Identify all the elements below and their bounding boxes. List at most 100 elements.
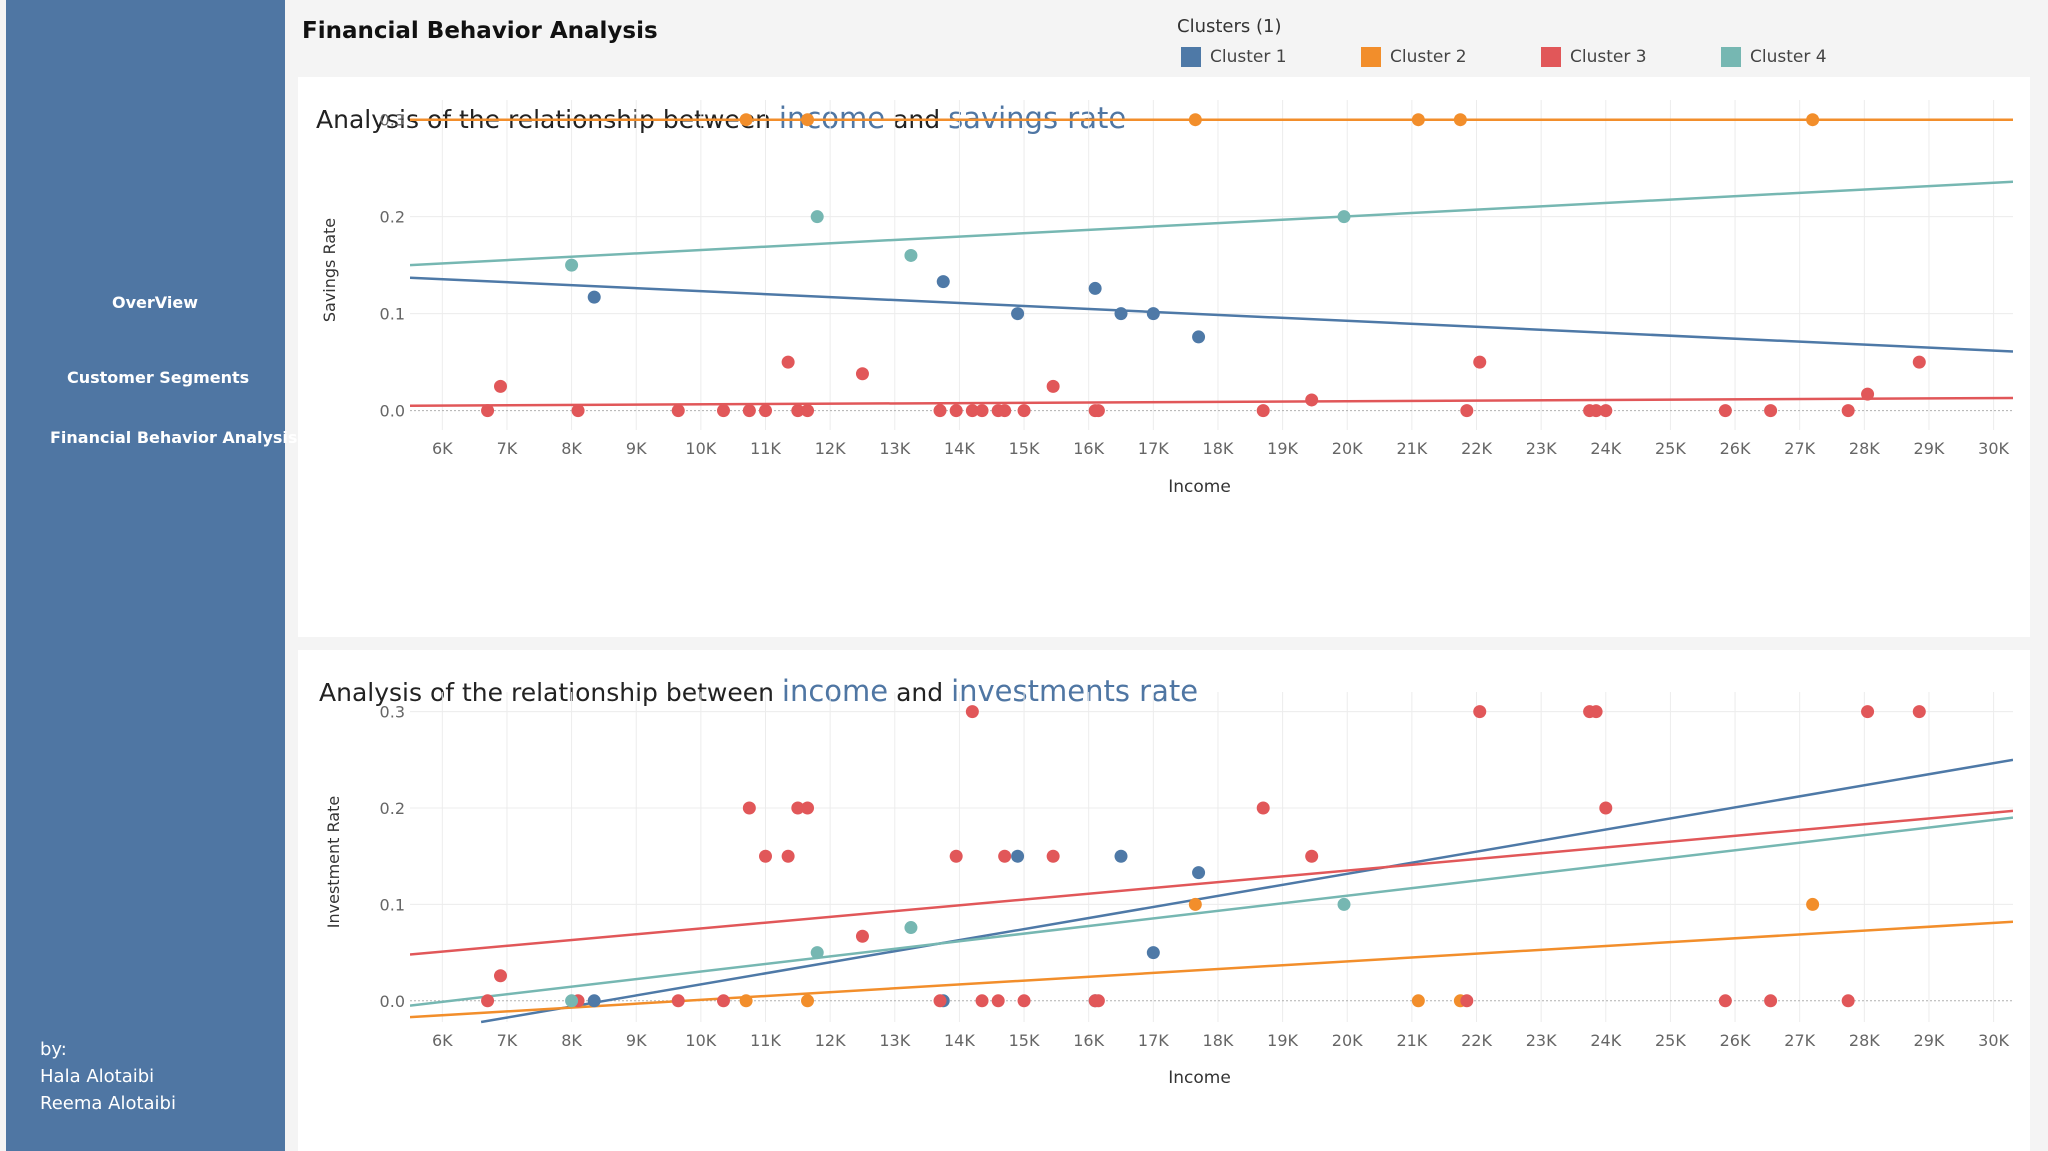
nav-item-overview[interactable]: OverView xyxy=(112,293,198,312)
investment-point-cluster-3[interactable] xyxy=(949,849,963,863)
investment-point-cluster-3[interactable] xyxy=(1017,994,1031,1008)
investment-point-cluster-3[interactable] xyxy=(933,994,947,1008)
investment-point-cluster-2[interactable] xyxy=(1188,897,1202,911)
savings-point-cluster-3[interactable] xyxy=(1473,355,1487,369)
savings-point-cluster-2[interactable] xyxy=(1806,113,1820,127)
investment-point-cluster-1[interactable] xyxy=(1114,849,1128,863)
investment-point-cluster-3[interactable] xyxy=(742,801,756,815)
savings-point-cluster-3[interactable] xyxy=(791,404,805,418)
investment-point-cluster-3[interactable] xyxy=(759,849,773,863)
savings-point-cluster-4[interactable] xyxy=(810,210,824,224)
nav-item-customer-segments[interactable]: Customer Segments xyxy=(67,368,250,387)
nav-item-financial-behavior-analysis[interactable]: Financial Behavior Analysis xyxy=(50,428,298,447)
savings-point-cluster-3[interactable] xyxy=(1912,355,1926,369)
savings-point-cluster-3[interactable] xyxy=(949,404,963,418)
savings-point-cluster-3[interactable] xyxy=(1599,404,1613,418)
savings-point-cluster-3[interactable] xyxy=(1861,387,1875,401)
savings-point-cluster-1[interactable] xyxy=(1192,330,1206,344)
savings-point-cluster-3[interactable] xyxy=(801,404,815,418)
savings-point-cluster-1[interactable] xyxy=(1114,307,1128,321)
investment-point-cluster-3[interactable] xyxy=(716,994,730,1008)
savings-point-cluster-3[interactable] xyxy=(781,355,795,369)
investment-point-cluster-3[interactable] xyxy=(671,994,685,1008)
legend-item-cluster-1[interactable]: Cluster 1 xyxy=(1181,47,1287,67)
investment-point-cluster-3[interactable] xyxy=(791,801,805,815)
savings-point-cluster-3[interactable] xyxy=(975,404,989,418)
savings-point-cluster-1[interactable] xyxy=(1011,307,1025,321)
investment-point-cluster-1[interactable] xyxy=(1192,866,1206,880)
investment-point-cluster-3[interactable] xyxy=(1305,849,1319,863)
investment-x-tick-label: 13K xyxy=(879,1031,910,1050)
investment-point-cluster-3[interactable] xyxy=(1861,705,1875,719)
investment-point-cluster-3[interactable] xyxy=(1091,994,1105,1008)
investment-point-cluster-4[interactable] xyxy=(810,946,824,960)
investment-point-cluster-2[interactable] xyxy=(739,994,753,1008)
legend-item-cluster-4[interactable]: Cluster 4 xyxy=(1721,47,1827,67)
savings-point-cluster-2[interactable] xyxy=(801,113,815,127)
investment-point-cluster-2[interactable] xyxy=(801,994,815,1008)
investment-point-cluster-3[interactable] xyxy=(493,969,507,983)
savings-point-cluster-3[interactable] xyxy=(716,404,730,418)
legend-item-cluster-3[interactable]: Cluster 3 xyxy=(1541,47,1647,67)
investment-point-cluster-3[interactable] xyxy=(1473,705,1487,719)
investment-point-cluster-2[interactable] xyxy=(1806,897,1820,911)
investment-point-cluster-3[interactable] xyxy=(1256,801,1270,815)
investment-point-cluster-4[interactable] xyxy=(565,994,579,1008)
savings-point-cluster-3[interactable] xyxy=(742,404,756,418)
legend-item-cluster-2[interactable]: Cluster 2 xyxy=(1361,47,1467,67)
investment-point-cluster-3[interactable] xyxy=(481,994,495,1008)
savings-point-cluster-3[interactable] xyxy=(1017,404,1031,418)
savings-point-cluster-2[interactable] xyxy=(1411,113,1425,127)
investment-rate-panel: Analysis of the relationship between inc… xyxy=(298,650,2030,1151)
investment-point-cluster-3[interactable] xyxy=(965,705,979,719)
savings-point-cluster-3[interactable] xyxy=(855,367,869,381)
savings-point-cluster-3[interactable] xyxy=(1460,404,1474,418)
investment-point-cluster-3[interactable] xyxy=(991,994,1005,1008)
investment-point-cluster-3[interactable] xyxy=(1764,994,1778,1008)
investment-point-cluster-3[interactable] xyxy=(1599,801,1613,815)
investment-point-cluster-3[interactable] xyxy=(1046,849,1060,863)
investment-point-cluster-4[interactable] xyxy=(1337,897,1351,911)
savings-point-cluster-3[interactable] xyxy=(1764,404,1778,418)
investment-point-cluster-1[interactable] xyxy=(1011,849,1025,863)
savings-point-cluster-3[interactable] xyxy=(1718,404,1732,418)
investment-point-cluster-1[interactable] xyxy=(1146,946,1160,960)
savings-point-cluster-3[interactable] xyxy=(1589,404,1603,418)
savings-point-cluster-2[interactable] xyxy=(739,113,753,127)
savings-point-cluster-3[interactable] xyxy=(933,404,947,418)
investment-point-cluster-2[interactable] xyxy=(1411,994,1425,1008)
savings-point-cluster-4[interactable] xyxy=(565,258,579,272)
savings-point-cluster-1[interactable] xyxy=(587,290,601,304)
investment-point-cluster-3[interactable] xyxy=(1589,705,1603,719)
investment-point-cluster-3[interactable] xyxy=(1841,994,1855,1008)
savings-point-cluster-3[interactable] xyxy=(1305,393,1319,407)
savings-point-cluster-1[interactable] xyxy=(1146,307,1160,321)
savings-point-cluster-3[interactable] xyxy=(481,404,495,418)
investment-point-cluster-4[interactable] xyxy=(904,921,918,935)
savings-point-cluster-3[interactable] xyxy=(1841,404,1855,418)
savings-point-cluster-3[interactable] xyxy=(759,404,773,418)
savings-point-cluster-3[interactable] xyxy=(1091,404,1105,418)
investment-point-cluster-3[interactable] xyxy=(975,994,989,1008)
savings-point-cluster-2[interactable] xyxy=(1453,113,1467,127)
investment-point-cluster-3[interactable] xyxy=(998,849,1012,863)
investment-point-cluster-3[interactable] xyxy=(781,849,795,863)
savings-point-cluster-4[interactable] xyxy=(1337,210,1351,224)
savings-point-cluster-3[interactable] xyxy=(998,404,1012,418)
savings-point-cluster-2[interactable] xyxy=(1188,113,1202,127)
savings-point-cluster-3[interactable] xyxy=(1046,379,1060,393)
savings-point-cluster-1[interactable] xyxy=(936,275,950,289)
investment-point-cluster-3[interactable] xyxy=(855,929,869,943)
savings-point-cluster-3[interactable] xyxy=(493,379,507,393)
savings-point-cluster-3[interactable] xyxy=(1256,404,1270,418)
investment-point-cluster-3[interactable] xyxy=(1912,705,1926,719)
investment-point-cluster-1[interactable] xyxy=(587,994,601,1008)
savings-point-cluster-4[interactable] xyxy=(904,248,918,262)
savings-point-cluster-3[interactable] xyxy=(571,404,585,418)
savings-point-cluster-3[interactable] xyxy=(671,404,685,418)
savings-point-cluster-3[interactable] xyxy=(965,404,979,418)
investment-point-cluster-3[interactable] xyxy=(1718,994,1732,1008)
investment-point-cluster-3[interactable] xyxy=(801,801,815,815)
investment-point-cluster-3[interactable] xyxy=(1460,994,1474,1008)
savings-point-cluster-1[interactable] xyxy=(1088,281,1102,295)
